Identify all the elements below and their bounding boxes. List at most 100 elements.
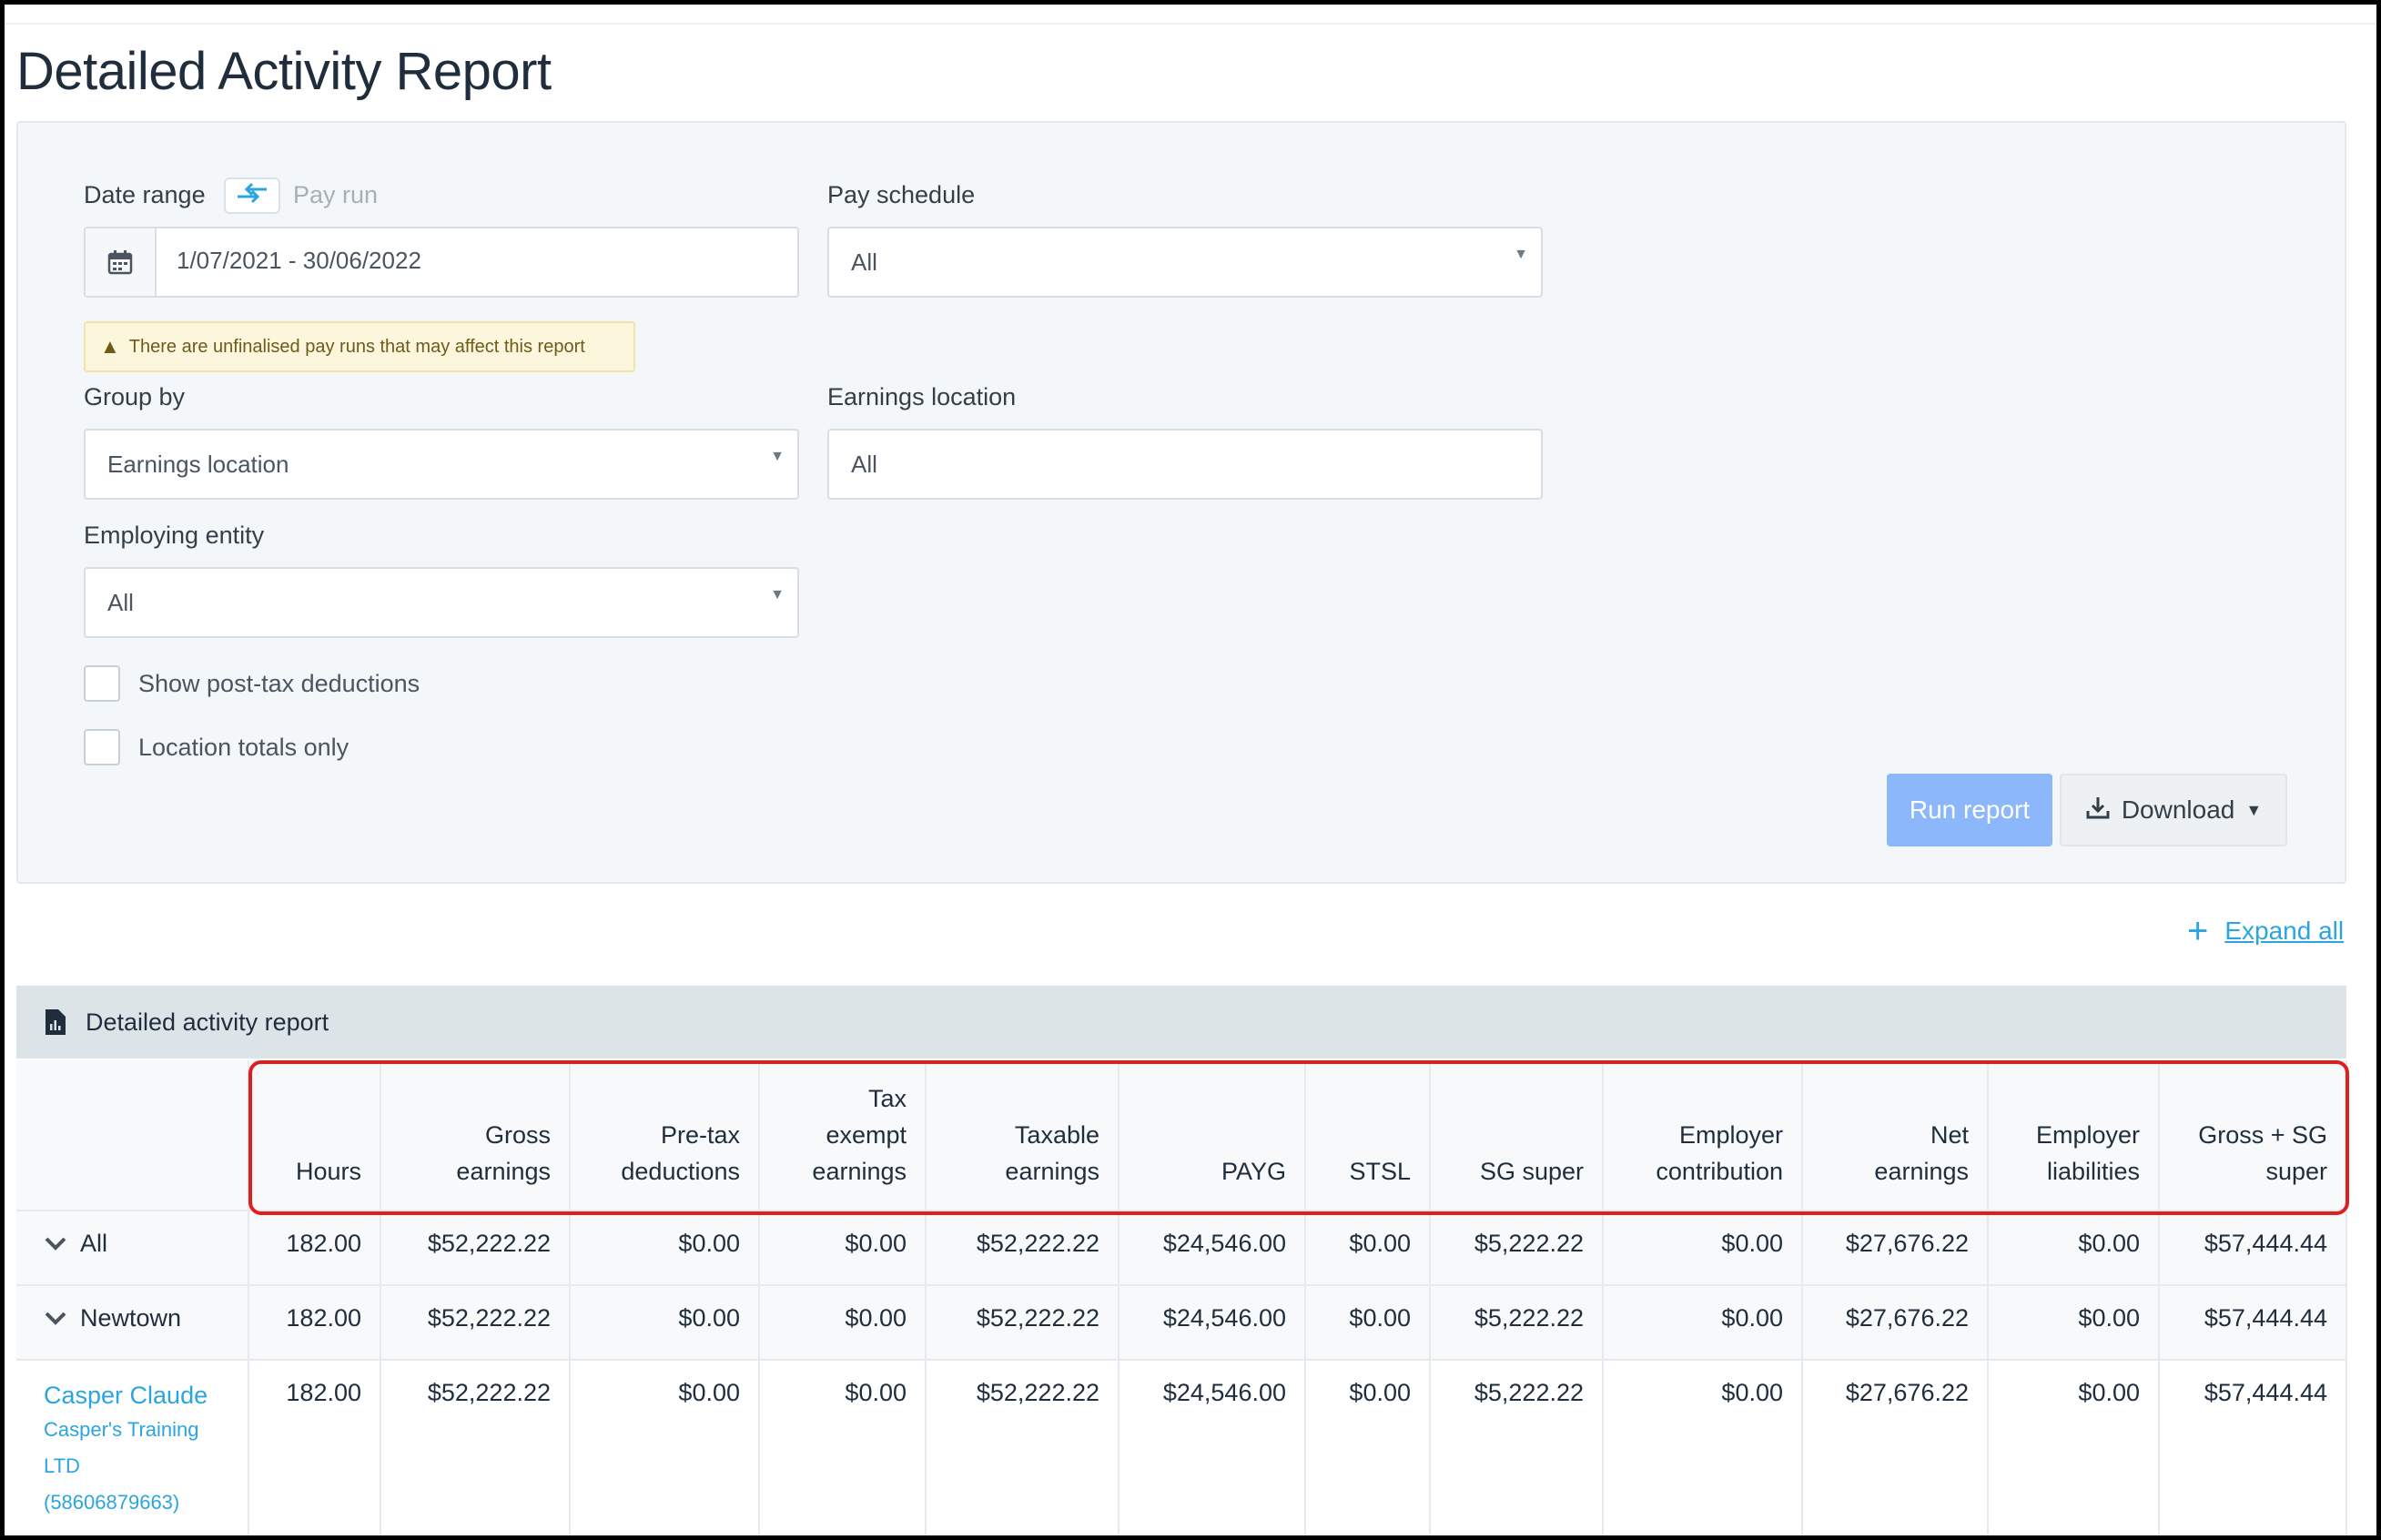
- employing-entity-value: All: [107, 588, 134, 616]
- row-toggle-newtown[interactable]: Newtown: [16, 1285, 249, 1361]
- table-cell: $24,546.00: [1119, 1360, 1306, 1535]
- table-cell: $57,444.44: [2159, 1211, 2347, 1286]
- table-cell: $27,676.22: [1802, 1211, 1989, 1286]
- table-cell: 182.00: [248, 1360, 381, 1535]
- table-cell: $0.00: [1988, 1211, 2160, 1286]
- table-cell: $52,222.22: [380, 1360, 571, 1535]
- table-cell: $0.00: [1305, 1285, 1431, 1361]
- earnings-location-value: All: [851, 450, 877, 478]
- row-label: All: [80, 1230, 108, 1257]
- pay-schedule-value: All: [851, 248, 877, 276]
- table-cell: $0.00: [1988, 1285, 2160, 1361]
- earnings-location-select[interactable]: All: [827, 429, 1543, 500]
- chevron-down-icon: ▼: [2245, 800, 2263, 819]
- table-cell: $57,444.44: [2159, 1360, 2347, 1535]
- table-row-newtown[interactable]: Newtown 182.00 $52,222.22 $0.00 $0.00 $5…: [16, 1285, 2347, 1361]
- page-title: Detailed Activity Report: [16, 42, 552, 101]
- column-header: Employer liabilities: [1988, 1060, 2160, 1211]
- download-button[interactable]: Download ▼: [2060, 774, 2287, 846]
- employing-entity-select[interactable]: All ▼: [84, 567, 799, 638]
- swap-arrows-icon: [236, 182, 268, 210]
- employing-entity-abn[interactable]: (58606879663): [44, 1491, 180, 1514]
- report-table: Hours Gross earnings Pre-tax deductions Ta…: [16, 1060, 2347, 1535]
- employing-entity-label: Employing entity: [84, 522, 265, 549]
- page: Detailed Activity Report Date range Pay …: [5, 5, 2376, 1535]
- calendar-icon[interactable]: [86, 228, 157, 296]
- column-header: Taxable earnings: [926, 1060, 1120, 1211]
- pay-run-toggle-label[interactable]: Pay run: [293, 181, 379, 208]
- date-range-input[interactable]: 1/07/2021 - 30/06/2022: [84, 227, 799, 298]
- download-icon: [2085, 795, 2111, 826]
- location-totals-checkbox[interactable]: [84, 729, 120, 765]
- date-range-value: 1/07/2021 - 30/06/2022: [177, 246, 421, 274]
- table-cell: $52,222.22: [380, 1211, 571, 1286]
- table-row-employee: Casper Claude Casper's Training LTD (586…: [16, 1360, 2347, 1535]
- table-cell: 182.00: [248, 1211, 381, 1286]
- column-header: Tax exempt earnings: [759, 1060, 927, 1211]
- plus-icon: +: [2187, 911, 2209, 951]
- table-cell: $52,222.22: [380, 1285, 571, 1361]
- pay-schedule-label: Pay schedule: [827, 181, 976, 208]
- table-cell: $52,222.22: [926, 1285, 1120, 1361]
- column-header: Net earnings: [1802, 1060, 1989, 1211]
- employee-name-link[interactable]: Casper Claude: [44, 1382, 208, 1409]
- group-by-select[interactable]: Earnings location ▼: [84, 429, 799, 500]
- table-cell: $0.00: [1305, 1360, 1431, 1535]
- date-mode-toggle-button[interactable]: [224, 177, 280, 214]
- table-cell: $0.00: [570, 1360, 760, 1535]
- column-header: Gross + SG super: [2159, 1060, 2347, 1211]
- table-cell: $0.00: [759, 1360, 927, 1535]
- table-cell: $0.00: [1988, 1360, 2160, 1535]
- chevron-down-icon[interactable]: [44, 1230, 67, 1258]
- group-by-value: Earnings location: [107, 450, 289, 478]
- employing-entity-link[interactable]: Casper's Training: [44, 1418, 199, 1441]
- filter-panel: Date range Pay run: [16, 121, 2346, 884]
- column-header: SG super: [1430, 1060, 1604, 1211]
- expand-all-link[interactable]: + Expand all: [2187, 911, 2345, 951]
- date-range-label: Date range: [84, 181, 206, 208]
- pay-schedule-select[interactable]: All ▼: [827, 227, 1543, 298]
- chevron-down-icon: ▼: [770, 449, 785, 464]
- run-report-button[interactable]: Run report: [1887, 774, 2052, 846]
- row-label: Newtown: [80, 1304, 182, 1332]
- location-totals-label[interactable]: Location totals only: [138, 733, 350, 761]
- column-header-label-blank: [16, 1060, 249, 1211]
- table-cell: $27,676.22: [1802, 1285, 1989, 1361]
- column-header: PAYG: [1119, 1060, 1306, 1211]
- table-cell: $27,676.22: [1802, 1360, 1989, 1535]
- chevron-down-icon: ▼: [1514, 247, 1528, 262]
- top-divider: [5, 23, 2376, 25]
- group-by-label: Group by: [84, 383, 186, 410]
- employee-cell: Casper Claude Casper's Training LTD (586…: [16, 1360, 249, 1535]
- row-toggle-all[interactable]: All: [16, 1211, 249, 1286]
- table-cell: $0.00: [570, 1211, 760, 1286]
- employing-entity-link[interactable]: LTD: [44, 1454, 80, 1477]
- report-section-title: Detailed activity report: [86, 1008, 329, 1036]
- location-totals-row[interactable]: Location totals only: [84, 729, 349, 765]
- table-cell: $0.00: [1603, 1211, 1803, 1286]
- table-cell: $24,546.00: [1119, 1285, 1306, 1361]
- report-document-icon: [46, 1009, 66, 1035]
- show-post-tax-row[interactable]: Show post-tax deductions: [84, 665, 420, 702]
- column-header: Pre-tax deductions: [570, 1060, 760, 1211]
- chevron-down-icon: ▼: [770, 587, 785, 603]
- table-cell: $52,222.22: [926, 1211, 1120, 1286]
- table-cell: 182.00: [248, 1285, 381, 1361]
- table-cell: $0.00: [759, 1285, 927, 1361]
- table-cell: $5,222.22: [1430, 1360, 1604, 1535]
- chevron-down-icon[interactable]: [44, 1304, 67, 1332]
- show-post-tax-checkbox[interactable]: [84, 665, 120, 702]
- unfinalised-warning: ▲ There are unfinalised pay runs that ma…: [84, 321, 635, 372]
- earnings-location-label: Earnings location: [827, 383, 1017, 410]
- table-row-all[interactable]: All 182.00 $52,222.22 $0.00 $0.00 $52,22…: [16, 1211, 2347, 1286]
- expand-all-label[interactable]: Expand all: [2224, 917, 2345, 945]
- column-header: Hours: [248, 1060, 381, 1211]
- table-cell: $5,222.22: [1430, 1285, 1604, 1361]
- show-post-tax-label[interactable]: Show post-tax deductions: [138, 669, 420, 697]
- table-cell: $0.00: [759, 1211, 927, 1286]
- table-cell: $5,222.22: [1430, 1211, 1604, 1286]
- report-section-header: Detailed activity report: [16, 986, 2346, 1059]
- download-label: Download: [2121, 795, 2235, 824]
- table-cell: $0.00: [1305, 1211, 1431, 1286]
- table-cell: $24,546.00: [1119, 1211, 1306, 1286]
